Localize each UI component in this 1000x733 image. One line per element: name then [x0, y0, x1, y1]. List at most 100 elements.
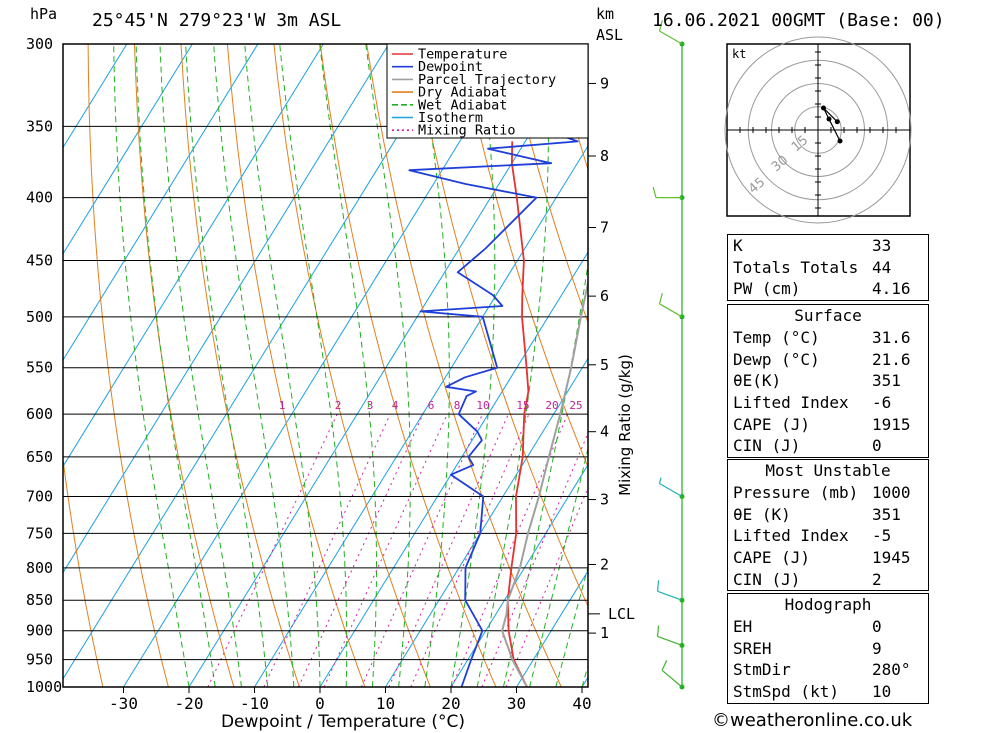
- isotherm-line: [254, 145, 588, 687]
- height-unit-asl: ASL: [596, 26, 624, 44]
- dry-adiabat-line: [924, 44, 1000, 687]
- isotherm-line: [319, 251, 588, 687]
- surface-label: Dewp (°C): [733, 349, 820, 369]
- index-value: 4.16: [872, 279, 911, 299]
- mixing-ratio-line: [323, 413, 448, 687]
- hodo-value: 280°: [872, 660, 911, 680]
- legend-label: Wet Adiabat: [418, 97, 507, 113]
- hodo-value: 10: [872, 682, 892, 702]
- wind-barb: [659, 482, 683, 498]
- pressure-tick-label: 900: [26, 622, 53, 640]
- mixing-ratio-line: [505, 486, 588, 687]
- height-tick-label: 9: [600, 74, 609, 92]
- wind-barb: [659, 30, 683, 45]
- mixing-ratio-line: [481, 431, 588, 687]
- wet-adiabat-line: [365, 44, 411, 687]
- wet-adiabat-line: [502, 261, 588, 687]
- surface-value: 1915: [872, 414, 911, 434]
- height-tick-label: 5: [600, 356, 609, 374]
- isotherm-line: [63, 44, 390, 574]
- surface-value: 351: [872, 371, 901, 391]
- mixing-ratio-line: [298, 413, 424, 687]
- surface-table: Surface Temp (°C) 31.6 Dewp (°C) 21.6 θE(K…: [727, 304, 929, 459]
- surface-value: 31.6: [872, 328, 911, 347]
- mu-label: CAPE (J): [733, 548, 811, 568]
- pressure-tick-label: 450: [26, 252, 53, 270]
- surface-label: CAPE (J): [733, 414, 811, 434]
- height-tick-label: 3: [600, 491, 609, 509]
- index-label: PW (cm): [733, 279, 801, 299]
- pressure-tick-label: 750: [26, 524, 53, 542]
- dry-adiabat-line: [134, 44, 235, 687]
- pressure-unit: hPa: [30, 5, 58, 23]
- legend-label: Mixing Ratio: [418, 123, 516, 139]
- dry-adiabat-line: [87, 44, 169, 687]
- plot-frame: [62, 43, 589, 688]
- surface-label: Temp (°C): [733, 328, 820, 347]
- hodo-label: StmSpd (kt): [733, 682, 839, 702]
- dry-adiabat-line: [63, 455, 104, 687]
- isotherm-line: [63, 44, 455, 680]
- pressure-tick-label: 800: [26, 559, 53, 577]
- hodo-label: SREH: [733, 638, 772, 658]
- mu-value: 1000: [872, 483, 911, 502]
- surface-title: Surface: [794, 306, 862, 325]
- wind-barb-flag: [661, 660, 668, 671]
- hodo-label: EH: [733, 617, 753, 636]
- hodograph-ring: [724, 36, 912, 224]
- wet-adiabat-line: [135, 44, 216, 687]
- pressure-tick-label: 550: [26, 359, 53, 377]
- pressure-tick-label: 350: [26, 117, 53, 135]
- hodograph-point: [826, 116, 832, 122]
- hodograph-table: Hodograph EH 0 SREH 9 StmDir 280° StmSpd (k…: [727, 593, 929, 704]
- wet-adiabat-line: [213, 44, 295, 687]
- wind-barb: [659, 303, 683, 318]
- index-label: Totals Totals: [733, 257, 859, 277]
- mixing-ratio-label: 2: [335, 399, 342, 412]
- x-axis-label: Dewpoint / Temperature (°C): [221, 712, 465, 732]
- legend-box: [386, 43, 589, 139]
- mixing-ratio-label: 8: [454, 399, 461, 412]
- wind-barb-flag: [652, 186, 657, 198]
- temp-tick-label: 10: [376, 694, 395, 713]
- axes: 1 2 3 4 6 8 10 15 20 2530035040045050055060065070…: [26, 35, 635, 732]
- isotherm-line: [385, 357, 588, 687]
- wet-adiabat-line: [159, 44, 242, 687]
- surface-label: θE(K): [733, 371, 782, 391]
- height-tick-label: 2: [600, 555, 609, 573]
- surface-value: -6: [872, 393, 892, 413]
- hodo-value: 9: [872, 638, 882, 658]
- surface-value: 21.6: [872, 349, 911, 369]
- location-title: 25°45'N 279°23'W 3m ASL: [92, 10, 342, 31]
- isotherm-line: [450, 463, 588, 687]
- mu-label: CIN (J): [733, 569, 801, 589]
- temp-tick-label: 40: [572, 694, 591, 713]
- mu-label: Lifted Index: [733, 526, 849, 546]
- legend-label: Temperature: [418, 47, 507, 63]
- mu-label: θE (K): [733, 504, 791, 524]
- pressure-tick-label: 600: [26, 405, 53, 423]
- legend-label: Parcel Trajectory: [418, 72, 556, 88]
- isotherm-line: [516, 570, 588, 687]
- mixing-ratio-label: 20: [545, 399, 558, 412]
- pressure-tick-label: 700: [26, 488, 53, 506]
- pressure-tick-label: 850: [26, 591, 53, 609]
- temp-tick-label: 30: [507, 694, 526, 713]
- isotherm-line: [188, 44, 586, 687]
- dry-adiabat-line: [366, 44, 562, 687]
- mixing-ratio-label: 6: [428, 399, 435, 412]
- pressure-tick-label: 400: [26, 189, 53, 207]
- mixing-ratio-axis-label: Mixing Ratio (g/kg): [616, 354, 634, 496]
- temp-tick-label: -10: [240, 694, 269, 713]
- wind-barb-flag: [656, 625, 660, 637]
- wind-barb: [657, 635, 683, 646]
- copyright: ©weatheronline.co.uk: [712, 710, 913, 731]
- mixing-ratio-label: 1: [279, 399, 286, 412]
- dry-adiabat-line: [319, 44, 497, 687]
- index-value: 33: [872, 236, 892, 255]
- hodo-value: 0: [872, 617, 882, 636]
- height-tick-label: 6: [600, 287, 609, 305]
- index-value: 44: [872, 257, 892, 277]
- wind-barb: [657, 590, 683, 601]
